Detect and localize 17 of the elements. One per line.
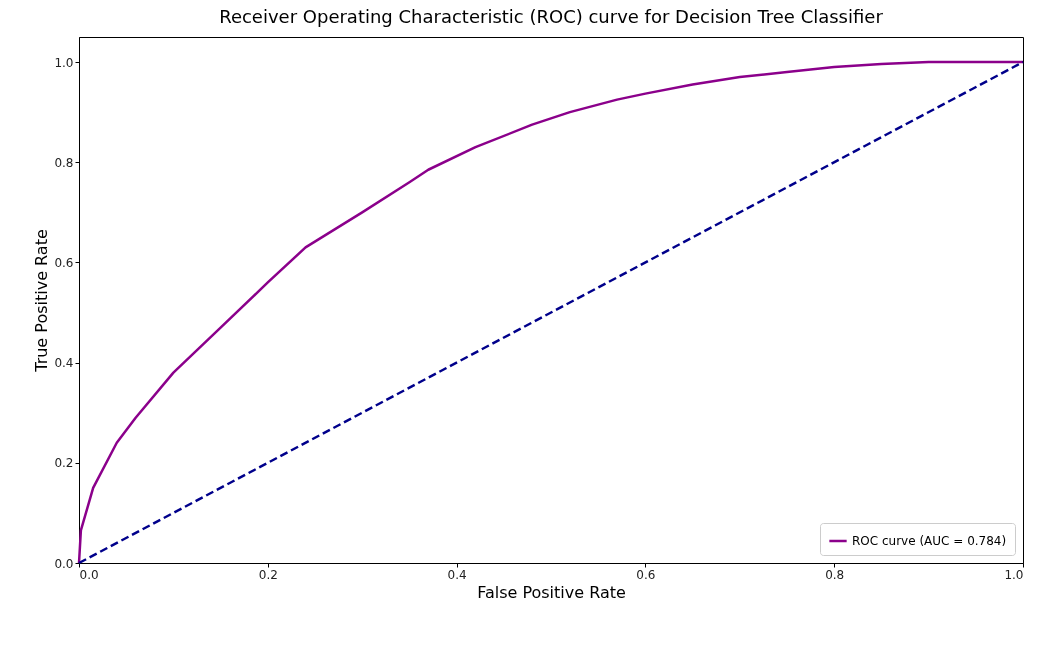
x-tick-label: 0.6	[636, 567, 656, 582]
y-axis-title: True Positive Rate	[32, 229, 52, 373]
x-tick-label: 1.0	[1004, 567, 1024, 582]
x-axis-title: False Positive Rate	[477, 582, 626, 602]
x-tick-label: 0.2	[258, 567, 278, 582]
y-tick-label: 0.4	[54, 356, 74, 371]
x-tick-label: 0.4	[447, 567, 467, 582]
y-tick-label: 0.2	[54, 456, 74, 471]
y-tick-label: 0.6	[54, 255, 74, 270]
line-series	[77, 60, 1025, 565]
y-tick-label: 1.0	[54, 55, 74, 70]
y-tick-label: 0.0	[54, 556, 74, 571]
x-tick-label: 0.0	[79, 567, 99, 582]
legend-label: ROC curve (AUC = 0.784)	[852, 534, 1007, 548]
x-tick-label: 0.8	[825, 567, 845, 582]
chart-title: Receiver Operating Characteristic (ROC) curve for Decision Tree Classifier	[219, 6, 884, 27]
y-tick-label: 0.8	[54, 155, 74, 170]
